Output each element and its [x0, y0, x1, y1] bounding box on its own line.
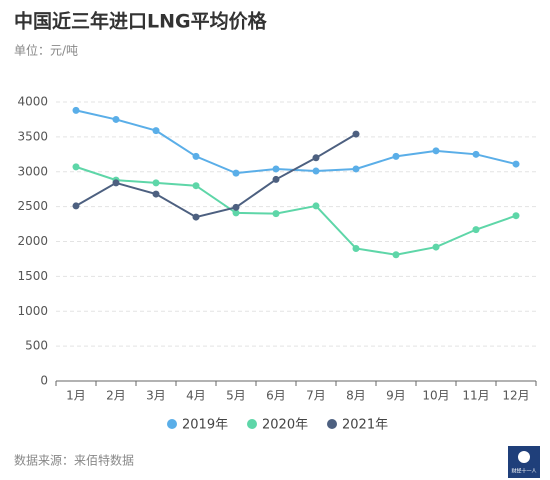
series-line [75, 165, 517, 256]
data-point [392, 152, 400, 160]
y-tick-label: 1500 [17, 269, 48, 283]
x-tick-label: 12月 [502, 389, 529, 403]
data-point [512, 160, 520, 168]
y-tick-label: 2500 [17, 199, 48, 213]
x-tick-label: 3月 [146, 389, 166, 403]
legend-label: 2019年 [182, 418, 228, 433]
data-point [272, 165, 280, 173]
data-point [152, 179, 160, 187]
x-tick-label: 11月 [462, 389, 489, 403]
data-point [272, 210, 280, 218]
data-point [312, 167, 320, 175]
legend-marker [327, 419, 337, 429]
data-point [152, 127, 160, 135]
legend-marker [247, 419, 257, 429]
data-point [352, 165, 360, 173]
logo-text: 财经十一人 [511, 468, 536, 475]
x-tick-label: 4月 [186, 389, 206, 403]
data-point [232, 169, 240, 177]
data-point [352, 130, 360, 138]
source-note: 数据来源：来佰特数据 [14, 453, 134, 468]
x-tick-label: 9月 [386, 389, 406, 403]
data-point [72, 106, 80, 114]
data-point [432, 243, 440, 251]
legend-label: 2021年 [342, 418, 388, 433]
data-point [192, 152, 200, 160]
y-tick-label: 500 [25, 339, 48, 353]
data-point [232, 209, 240, 217]
x-tick-label: 1月 [66, 389, 86, 403]
series-line [75, 109, 517, 175]
data-point [112, 179, 120, 187]
data-point [312, 154, 320, 162]
x-tick-label: 10月 [422, 389, 449, 403]
data-point [72, 202, 80, 210]
data-point [112, 115, 120, 123]
data-point [432, 147, 440, 155]
data-point [352, 244, 360, 252]
chart-title: 中国近三年进口LNG平均价格 [14, 10, 268, 33]
data-point [272, 175, 280, 183]
data-point [72, 163, 80, 171]
x-tick-label: 2月 [106, 389, 126, 403]
x-tick-label: 6月 [266, 389, 286, 403]
data-point [512, 212, 520, 220]
data-point [152, 190, 160, 198]
data-point [312, 202, 320, 210]
chart-subtitle: 单位：元/吨 [14, 43, 78, 58]
data-point [192, 213, 200, 221]
logo-icon [518, 451, 530, 463]
x-tick-label: 8月 [346, 389, 366, 403]
data-point [232, 203, 240, 211]
series-line [75, 133, 357, 219]
y-tick-label: 3500 [17, 129, 48, 143]
legend-marker [167, 419, 177, 429]
data-point [392, 251, 400, 259]
y-tick-label: 2000 [17, 234, 48, 248]
data-point [472, 150, 480, 158]
x-tick-label: 7月 [306, 389, 326, 403]
y-tick-label: 1000 [17, 304, 48, 318]
y-tick-label: 3000 [17, 164, 48, 178]
x-tick-label: 5月 [226, 389, 246, 403]
data-point [472, 226, 480, 234]
data-point [192, 182, 200, 190]
legend-label: 2020年 [262, 418, 308, 433]
y-tick-label: 0 [40, 374, 48, 388]
y-tick-label: 4000 [17, 95, 48, 109]
